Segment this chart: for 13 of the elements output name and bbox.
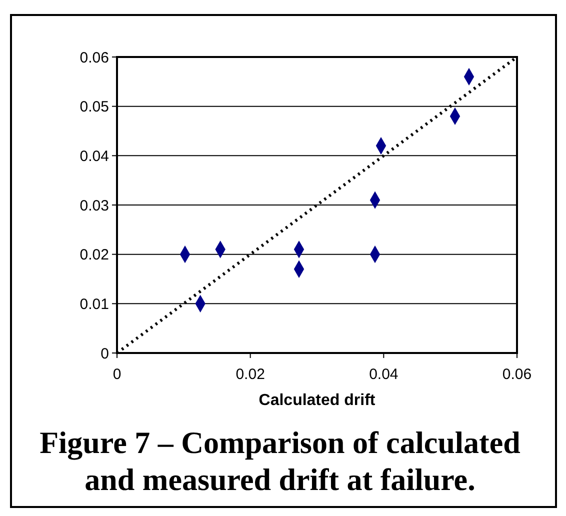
x-tick-label: 0.06	[502, 366, 532, 383]
x-tick-label: 0.02	[236, 366, 265, 383]
x-axis-title: Calculated drift	[258, 392, 376, 409]
y-tick-label: 0.06	[80, 49, 109, 66]
y-tick-label: 0.04	[80, 148, 109, 165]
y-tick-label: 0.02	[80, 246, 109, 264]
y-tick-label: 0.01	[80, 296, 109, 313]
y-tick-label: 0.05	[80, 98, 109, 116]
y-tick-label: 0.03	[80, 197, 109, 214]
x-tick-label: 0.04	[369, 366, 398, 383]
x-tick-label: 0	[112, 366, 122, 383]
y-tick-label: 0	[100, 345, 109, 362]
caption: Figure 7 – Comparison of calculated and measured drift at failure.	[40, 425, 520, 497]
